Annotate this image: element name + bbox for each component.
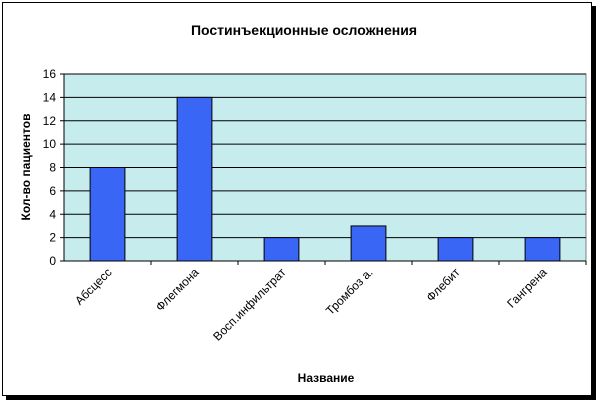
bar xyxy=(350,225,387,262)
y-tick-label: 16 xyxy=(43,67,57,81)
x-labels: Абсцесс Флегмона Восп.инфильтрат Тромбоз а.… xyxy=(72,261,587,344)
x-category-label: Тромбоз а. xyxy=(323,265,376,318)
y-tick-label: 2 xyxy=(49,231,56,245)
bar xyxy=(263,237,300,262)
gridlines xyxy=(64,73,586,239)
y-tick-label: 4 xyxy=(49,207,56,221)
x-category-label: Флебит xyxy=(423,265,462,304)
x-category-label: Абсцесс xyxy=(72,265,115,308)
chart-frame: Постинъекционные осложнения 0 2 4 6 8 10 12 14 1… xyxy=(2,2,592,396)
bar xyxy=(89,167,126,262)
y-tick-label: 14 xyxy=(43,90,57,104)
bar xyxy=(524,237,561,262)
bar xyxy=(437,237,474,262)
y-tick-label: 6 xyxy=(49,184,56,198)
bar xyxy=(176,96,213,262)
x-category-label: Гангрена xyxy=(504,265,550,311)
y-tick-label: 12 xyxy=(43,114,57,128)
x-category-label: Флегмона xyxy=(153,265,202,314)
y-tick-label: 8 xyxy=(49,161,56,175)
bars xyxy=(89,96,561,262)
y-ticks: 0 2 4 6 8 10 12 14 16 xyxy=(43,67,64,268)
x-axis-title: Название xyxy=(298,371,355,385)
y-tick-label: 10 xyxy=(43,137,57,151)
y-axis-title: Кол-во пациентов xyxy=(19,114,33,221)
chart-svg: Постинъекционные осложнения 0 2 4 6 8 10 12 14 1… xyxy=(19,22,587,385)
y-tick-label: 0 xyxy=(49,254,56,268)
chart-title: Постинъекционные осложнения xyxy=(191,22,417,38)
x-category-label: Восп.инфильтрат xyxy=(210,265,289,344)
